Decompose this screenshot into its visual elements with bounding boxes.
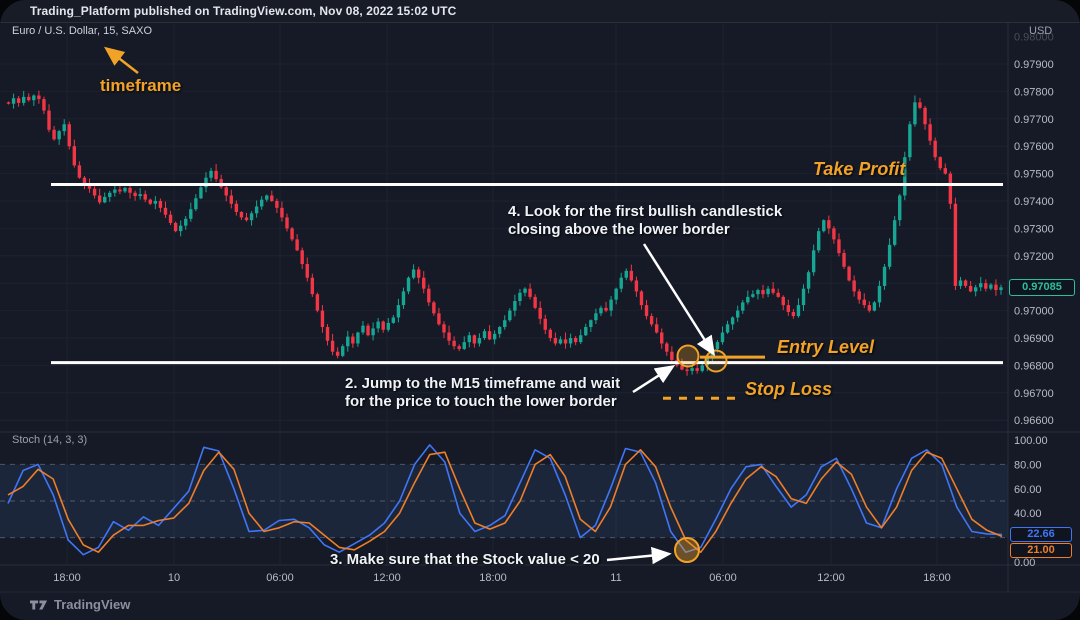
svg-text:80.00: 80.00 <box>1014 459 1042 471</box>
svg-text:06:00: 06:00 <box>709 572 737 584</box>
svg-text:18:00: 18:00 <box>53 572 81 584</box>
tradingview-brand: TradingView <box>54 597 131 612</box>
tradingview-footer[interactable]: TradingView <box>30 597 130 612</box>
highlight-circle <box>676 344 700 368</box>
annotation-entry-level: Entry Level <box>777 337 875 357</box>
price-axis[interactable]: 0.98000 0.97900 0.97800 0.97700 0.97600 0.975… <box>1014 32 1054 569</box>
svg-text:0.00: 0.00 <box>1014 557 1035 569</box>
annotation-stop-loss: Stop Loss <box>745 379 833 399</box>
svg-text:12:00: 12:00 <box>817 572 845 584</box>
grid <box>0 22 1008 565</box>
svg-text:11: 11 <box>610 572 621 584</box>
svg-text:0.98000: 0.98000 <box>1014 32 1054 44</box>
annotation-step2: 2. Jump to the M15 timeframe and wait fo… <box>345 375 621 411</box>
last-price-badge: 0.97085 <box>1009 279 1075 296</box>
annotation-timeframe: timeframe <box>100 76 182 95</box>
candlesticks <box>6 90 1003 376</box>
svg-text:0.97700: 0.97700 <box>1014 114 1054 126</box>
svg-text:12:00: 12:00 <box>373 572 401 584</box>
stoch-k-badge: 22.66 <box>1010 527 1072 542</box>
svg-text:40.00: 40.00 <box>1014 508 1042 520</box>
svg-text:0.96700: 0.96700 <box>1014 388 1054 400</box>
annotation-take-profit: Take Profit <box>813 159 906 179</box>
annotation-step4: 4. Look for the first bullish candlestic… <box>508 203 783 239</box>
svg-text:0.97900: 0.97900 <box>1014 59 1054 71</box>
svg-text:0.97800: 0.97800 <box>1014 86 1054 98</box>
highlight-circle <box>704 349 728 373</box>
svg-text:0.96900: 0.96900 <box>1014 333 1054 345</box>
publish-bar: Trading_Platform published on TradingVie… <box>0 0 1080 22</box>
svg-text:0.97400: 0.97400 <box>1014 196 1054 208</box>
svg-text:0.97600: 0.97600 <box>1014 141 1054 153</box>
svg-text:0.96800: 0.96800 <box>1014 360 1054 372</box>
svg-text:0.97500: 0.97500 <box>1014 169 1054 181</box>
publish-text: Trading_Platform published on TradingVie… <box>30 4 457 18</box>
stoch-d-badge: 21.00 <box>1010 543 1072 558</box>
currency-label: USD <box>1029 25 1053 37</box>
chart-canvas[interactable]: 0.98000 0.97900 0.97800 0.97700 0.97600 0.975… <box>0 22 1080 620</box>
svg-text:0.97300: 0.97300 <box>1014 223 1054 235</box>
annotation-step3: 3. Make sure that the Stock value < 20 <box>330 551 600 568</box>
svg-text:0.97000: 0.97000 <box>1014 306 1054 318</box>
svg-text:0.97200: 0.97200 <box>1014 251 1054 263</box>
svg-text:0.96600: 0.96600 <box>1014 415 1054 427</box>
svg-text:60.00: 60.00 <box>1014 484 1042 496</box>
time-axis[interactable]: 18:00 10 06:00 12:00 18:00 11 06:00 12:00 18:00 <box>53 572 951 584</box>
symbol-legend[interactable]: Euro / U.S. Dollar, 15, SAXO <box>12 25 153 37</box>
svg-text:100.00: 100.00 <box>1014 435 1048 447</box>
svg-text:18:00: 18:00 <box>923 572 951 584</box>
highlight-circle <box>674 537 700 563</box>
stoch-legend[interactable]: Stoch (14, 3, 3) <box>12 434 88 446</box>
svg-text:06:00: 06:00 <box>266 572 294 584</box>
svg-text:18:00: 18:00 <box>479 572 507 584</box>
tradingview-logo-icon <box>30 600 48 609</box>
svg-text:10: 10 <box>168 572 180 584</box>
